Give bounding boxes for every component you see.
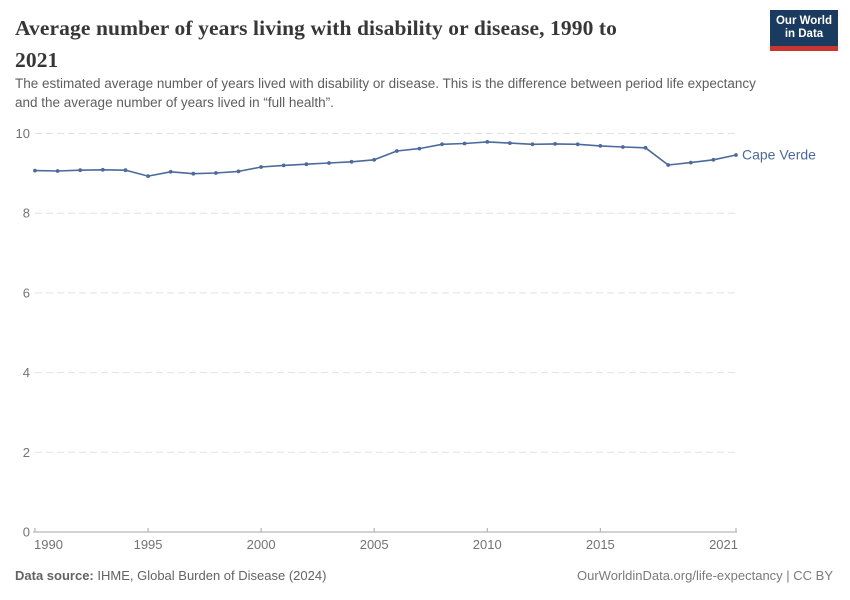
chart-subtitle: The estimated average number of years li… xyxy=(15,76,756,110)
data-point[interactable] xyxy=(394,149,399,153)
data-point[interactable] xyxy=(575,142,580,147)
data-point[interactable] xyxy=(304,162,309,167)
x-tick-label: 2015 xyxy=(586,537,615,552)
x-tick-label: 1990 xyxy=(34,537,63,552)
data-point[interactable] xyxy=(553,142,557,146)
x-tick-label: 2000 xyxy=(247,537,276,552)
data-point[interactable] xyxy=(643,145,648,150)
y-tick-label: 4 xyxy=(23,365,30,380)
data-point[interactable] xyxy=(236,169,241,174)
data-point[interactable] xyxy=(440,142,444,147)
data-point[interactable] xyxy=(598,144,603,148)
data-point[interactable] xyxy=(191,171,196,176)
data-point[interactable] xyxy=(214,171,218,175)
data-point[interactable] xyxy=(372,157,377,162)
data-point[interactable] xyxy=(168,169,173,174)
data-point[interactable] xyxy=(417,146,422,151)
data-point[interactable] xyxy=(327,161,331,165)
logo-line-2: in Data xyxy=(784,28,824,40)
y-tick-label: 0 xyxy=(23,525,30,540)
data-source-value: IHME, Global Burden of Disease (2024) xyxy=(93,568,327,583)
data-point[interactable] xyxy=(123,168,128,173)
data-point[interactable] xyxy=(146,174,151,179)
data-point[interactable] xyxy=(666,163,671,167)
data-point[interactable] xyxy=(508,141,512,146)
data-point[interactable] xyxy=(55,169,60,173)
x-tick-label: 2021 xyxy=(709,537,738,552)
data-point[interactable] xyxy=(281,163,286,168)
y-tick-label: 10 xyxy=(16,126,30,141)
trend-line[interactable] xyxy=(34,141,737,177)
data-point[interactable] xyxy=(621,145,625,149)
x-tick-label: 2005 xyxy=(360,537,389,552)
series-label[interactable]: Cape Verde xyxy=(742,147,816,163)
data-point[interactable] xyxy=(462,141,467,146)
data-point[interactable] xyxy=(711,157,716,162)
data-point[interactable] xyxy=(688,160,693,165)
data-point[interactable] xyxy=(100,167,105,172)
data-point[interactable] xyxy=(485,140,490,144)
data-source: Data source: IHME, Global Burden of Dise… xyxy=(15,568,326,583)
y-tick-label: 6 xyxy=(23,285,30,300)
logo-line-1: Our World xyxy=(775,15,832,27)
credit-link[interactable]: OurWorldinData.org/life-expectancy | CC … xyxy=(576,568,833,583)
data-point[interactable] xyxy=(33,168,37,173)
data-point[interactable] xyxy=(349,159,354,164)
y-tick-label: 8 xyxy=(23,206,30,221)
data-point[interactable] xyxy=(259,165,263,169)
x-tick-label: 2010 xyxy=(473,537,502,552)
data-point[interactable] xyxy=(78,168,83,173)
y-tick-label: 2 xyxy=(23,445,30,460)
data-point[interactable] xyxy=(734,153,738,157)
x-tick-label: 1995 xyxy=(134,537,163,552)
data-point[interactable] xyxy=(530,142,535,147)
title-line-1: Average number of years living with disa… xyxy=(15,16,618,40)
page-title: Average number of years living with disa… xyxy=(15,12,705,76)
title-line-2: 2021 xyxy=(15,48,59,72)
data-source-label: Data source: xyxy=(15,568,94,583)
owid-logo[interactable]: Our World in Data xyxy=(770,10,838,51)
